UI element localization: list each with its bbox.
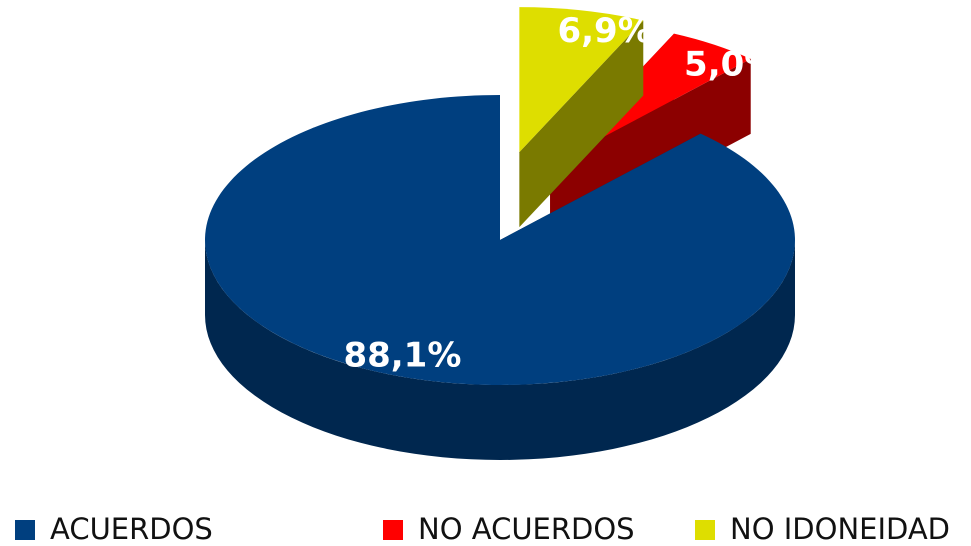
legend-swatch [15, 520, 35, 540]
legend-label: NO ACUERDOS [418, 512, 635, 546]
legend-swatch [695, 520, 715, 540]
pie-slice [205, 95, 795, 460]
slice-top [519, 7, 644, 153]
data-label: 6,9% [557, 11, 651, 51]
pie-slice [519, 7, 644, 228]
slice-face [519, 20, 644, 228]
slice-top [205, 95, 795, 385]
legend-label: NO IDONEIDAD [730, 512, 950, 546]
slice-wall [205, 240, 795, 460]
data-label: 88,1% [343, 336, 461, 376]
data-label: 5,0% [684, 44, 778, 84]
legend-label: ACUERDOS [50, 512, 213, 546]
legend-swatch [383, 520, 403, 540]
